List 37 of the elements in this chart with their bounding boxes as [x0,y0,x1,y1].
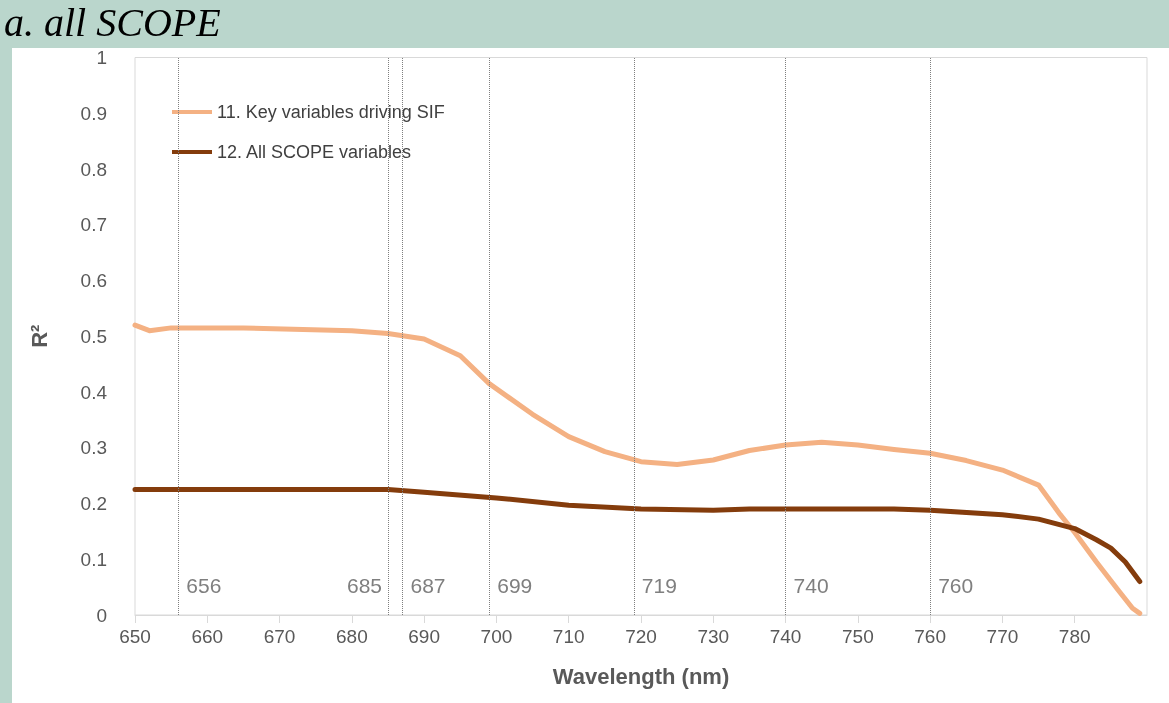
x-tick-label: 660 [191,626,224,647]
ref-line-label: 687 [410,574,446,597]
x-tick-label: 670 [263,626,296,647]
chart-title: a. all SCOPE [4,0,221,46]
x-axis-title: Wavelength (nm) [552,663,730,689]
x-tick-label: 680 [336,626,368,647]
y-tick-label: 0.7 [80,214,107,236]
legend-label: 12. All SCOPE variables [217,142,412,162]
x-tick-label: 780 [1058,626,1091,647]
ref-line-label: 760 [938,574,974,597]
ref-line-label: 719 [641,574,677,597]
x-tick-label: 730 [697,626,730,647]
x-tick-label: 700 [480,626,513,647]
y-tick-label: 0 [96,604,107,626]
x-tick-label: 690 [408,626,440,647]
y-tick-label: 1 [96,47,107,68]
x-tick-label: 740 [769,626,802,647]
ref-line-label: 740 [793,574,829,597]
x-tick-label: 710 [552,626,585,647]
x-tick-label: 720 [625,626,657,647]
y-tick-label: 0.3 [80,437,107,459]
ref-line-label: 685 [346,574,382,597]
x-tick-label: 650 [119,626,151,647]
y-tick-label: 0.5 [80,325,107,347]
ref-line-label: 656 [186,574,222,597]
x-tick-label: 770 [986,626,1019,647]
x-tick-label: 760 [914,626,946,647]
x-tick-label: 750 [842,626,874,647]
y-tick-label: 0.8 [80,158,107,180]
y-axis-title: R² [26,324,52,348]
y-tick-label: 0.4 [80,381,108,403]
y-tick-label: 0.1 [80,548,107,570]
legend-label: 11. Key variables driving SIF [217,102,445,122]
ref-line-label: 699 [497,574,533,597]
y-tick-label: 0.6 [80,270,107,291]
y-tick-label: 0.9 [80,102,107,124]
y-tick-label: 0.2 [80,493,107,514]
